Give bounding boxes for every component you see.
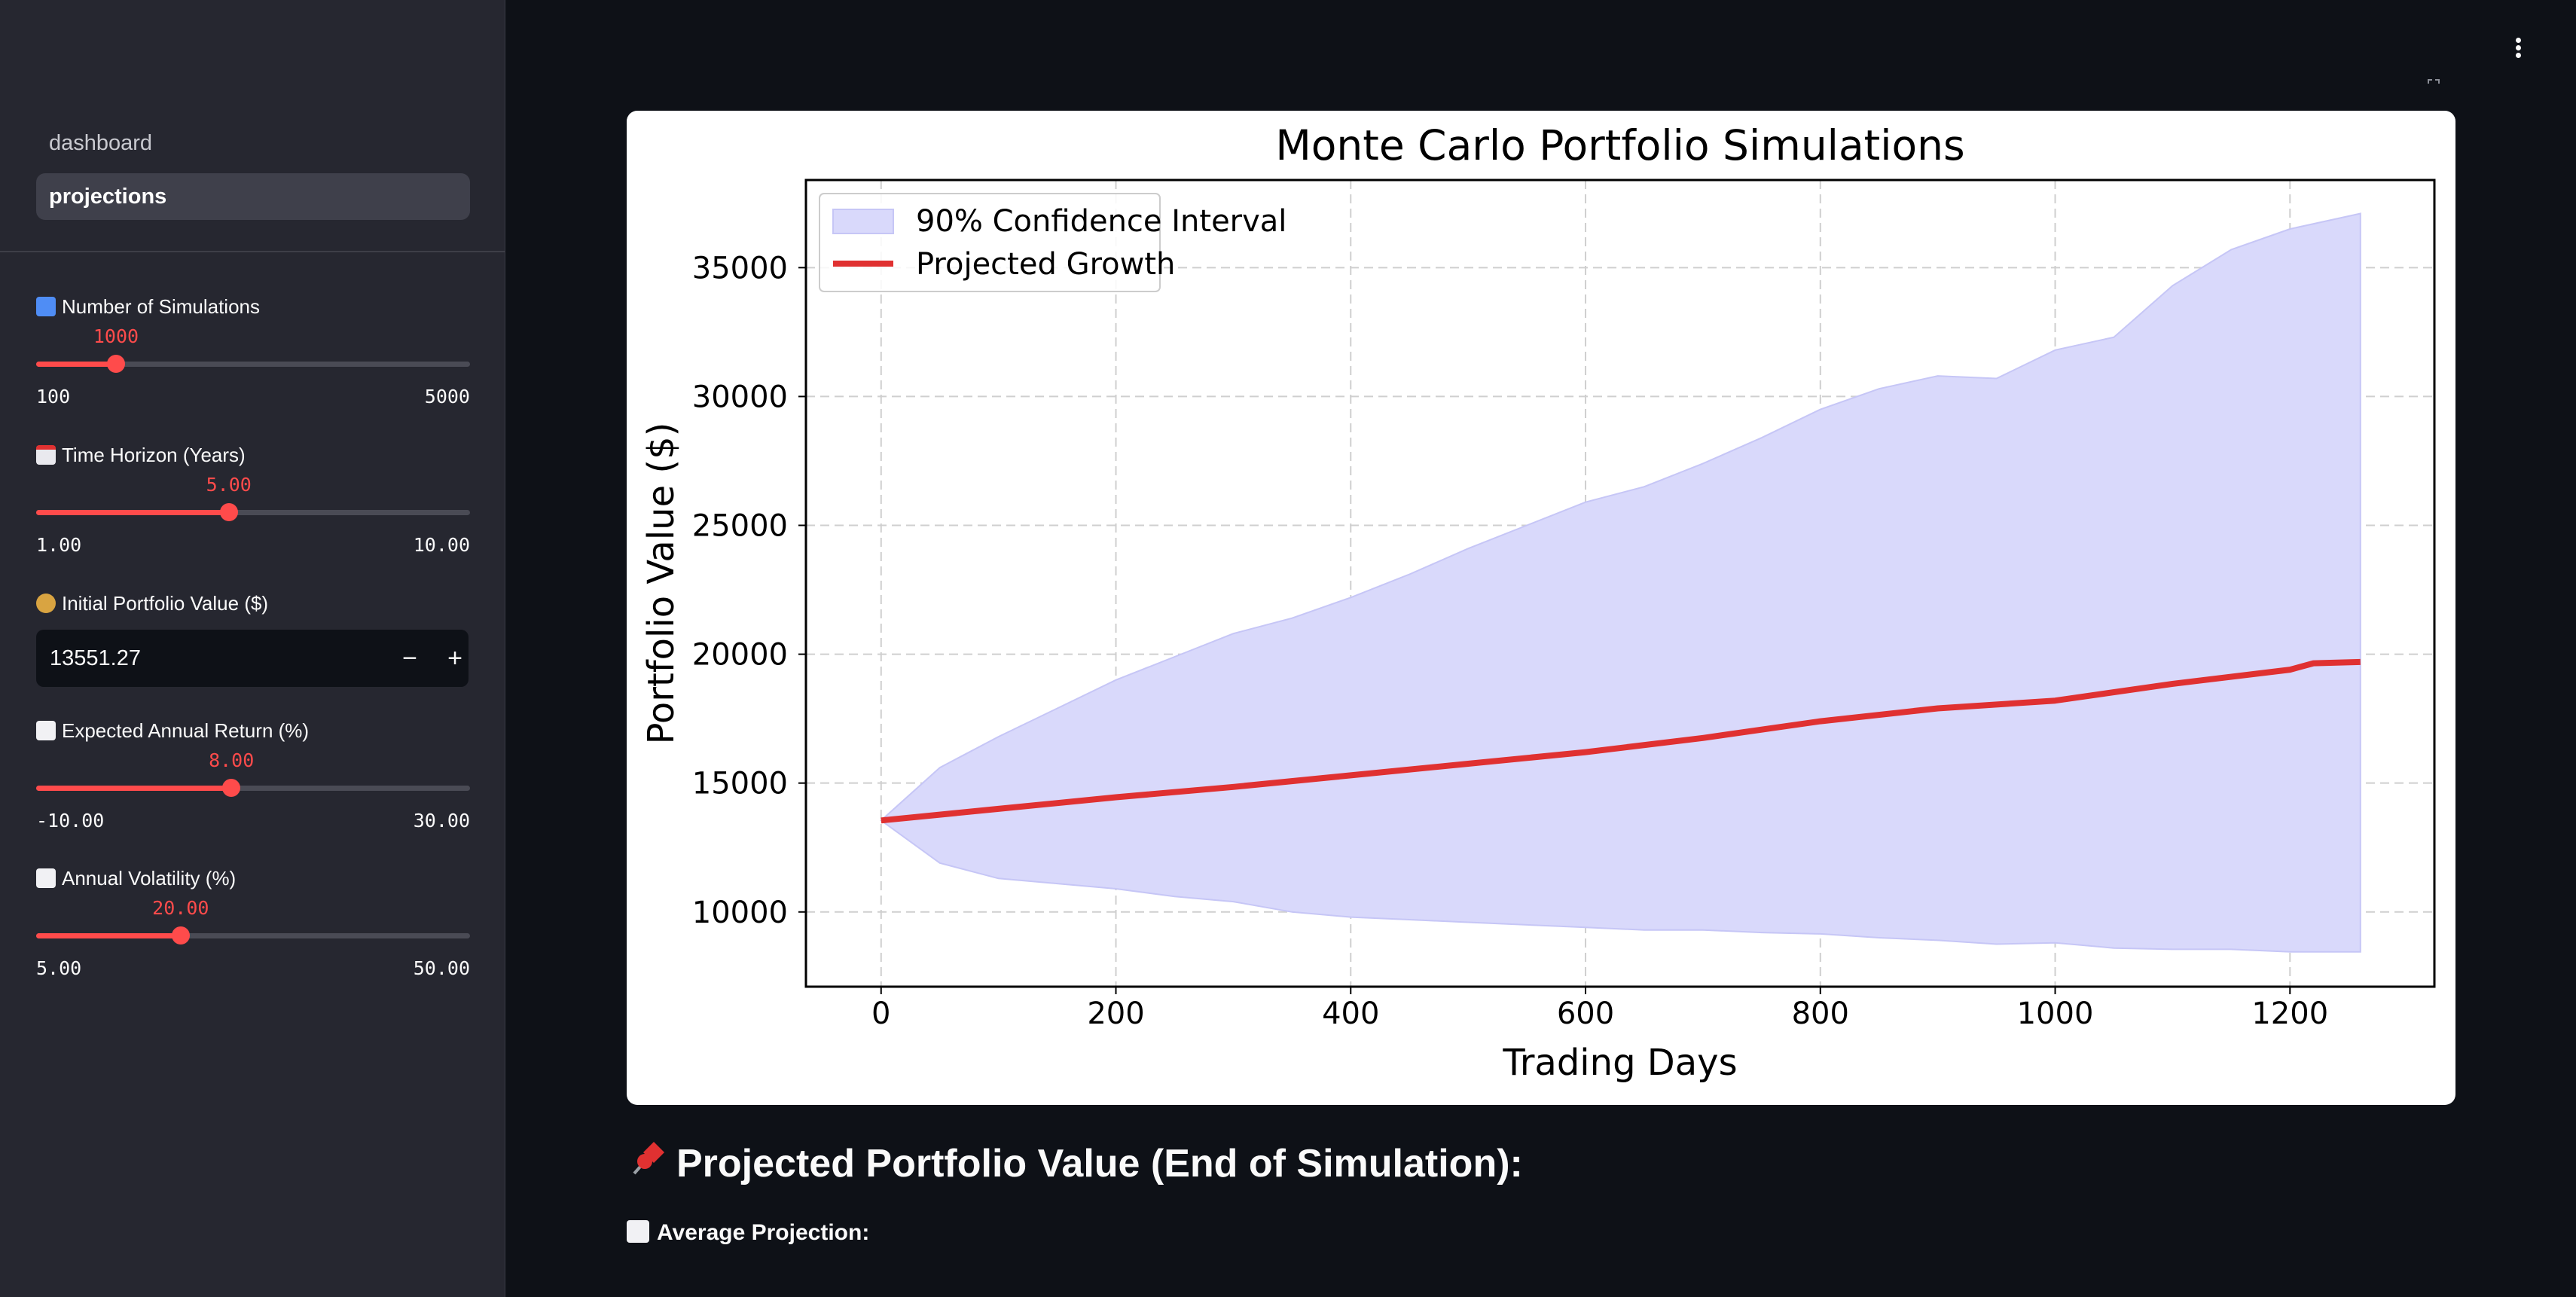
initial-value-label: Initial Portfolio Value ($) xyxy=(36,592,268,615)
slider-track[interactable] xyxy=(36,362,470,367)
projected-growth-line xyxy=(881,658,2361,824)
input-numbers-icon xyxy=(36,297,56,316)
main-menu-icon[interactable] xyxy=(2507,33,2529,63)
slider-fill xyxy=(36,510,229,515)
num-simulations-label-text: Number of Simulations xyxy=(62,295,260,318)
num-simulations-slider[interactable]: 1000 100 5000 xyxy=(36,325,470,410)
time-horizon-label-text: Time Horizon (Years) xyxy=(62,444,246,466)
x-tick-label: 800 xyxy=(1792,996,1849,1031)
legend-label-line: Projected Growth xyxy=(916,247,1175,282)
slider-value: 1000 xyxy=(93,325,139,347)
slider-thumb[interactable] xyxy=(171,926,190,945)
slider-min: -10.00 xyxy=(36,810,105,832)
y-tick-label: 35000 xyxy=(692,251,788,285)
slider-fill xyxy=(36,362,116,367)
slider-fill xyxy=(36,786,232,791)
x-tick-label: 400 xyxy=(1322,996,1379,1031)
slider-thumb[interactable] xyxy=(222,779,241,797)
expected-return-label-text: Expected Annual Return (%) xyxy=(62,719,310,742)
slider-track[interactable] xyxy=(36,933,470,938)
y-tick-label: 25000 xyxy=(692,509,788,544)
increment-button[interactable]: + xyxy=(447,644,462,673)
bar-chart-icon xyxy=(36,868,56,888)
legend-swatch-band xyxy=(832,209,894,234)
axes-frame xyxy=(804,179,2436,988)
initial-value-input[interactable]: 13551.27 − + xyxy=(36,630,469,687)
y-tick-label: 15000 xyxy=(692,767,788,801)
volatility-slider[interactable]: 20.00 5.00 50.00 xyxy=(36,897,470,981)
initial-value-text[interactable]: 13551.27 xyxy=(50,646,141,670)
volatility-label: Annual Volatility (%) xyxy=(36,867,236,890)
slider-track[interactable] xyxy=(36,786,470,791)
fullscreen-icon[interactable] xyxy=(2427,78,2440,92)
y-tick-label: 20000 xyxy=(692,638,788,673)
slider-max: 10.00 xyxy=(413,534,470,556)
money-bag-icon xyxy=(36,594,56,613)
sidebar-divider xyxy=(0,251,505,252)
pushpin-icon xyxy=(633,1142,664,1175)
legend-label-band: 90% Confidence Interval xyxy=(916,204,1286,239)
initial-value-label-text: Initial Portfolio Value ($) xyxy=(62,592,269,615)
slider-track[interactable] xyxy=(36,510,470,515)
volatility-label-text: Annual Volatility (%) xyxy=(62,867,237,890)
sidebar: dashboard projections Number of Simulati… xyxy=(0,0,505,1297)
result-heading: Projected Portfolio Value (End of Simula… xyxy=(627,1137,1523,1186)
x-tick-label: 1200 xyxy=(2251,996,2328,1031)
x-tick-label: 1000 xyxy=(2017,996,2094,1031)
time-horizon-label: Time Horizon (Years) xyxy=(36,444,246,467)
y-tick-label: 30000 xyxy=(692,380,788,414)
slider-min: 5.00 xyxy=(36,957,82,979)
slider-value: 5.00 xyxy=(206,474,252,496)
y-tick-label: 10000 xyxy=(692,896,788,930)
chart-increasing-icon xyxy=(36,721,56,740)
expected-return-slider[interactable]: 8.00 -10.00 30.00 xyxy=(36,749,470,834)
slider-max: 5000 xyxy=(424,386,470,407)
slider-max: 30.00 xyxy=(413,810,470,832)
x-tick-label: 600 xyxy=(1557,996,1614,1031)
x-tick-label: 0 xyxy=(871,996,890,1031)
calendar-icon xyxy=(36,445,56,465)
x-axis-label: Trading Days xyxy=(1502,1042,1737,1084)
confidence-band xyxy=(880,212,2361,953)
average-projection-label: Average Projection: xyxy=(627,1220,869,1246)
slider-thumb[interactable] xyxy=(219,503,238,521)
decrement-button[interactable]: − xyxy=(402,644,417,673)
slider-min: 100 xyxy=(36,386,71,407)
num-simulations-label: Number of Simulations xyxy=(36,295,260,319)
legend-box xyxy=(819,193,1161,292)
slider-min: 1.00 xyxy=(36,534,82,556)
monte-carlo-chart: 0 200 400 600 800 1000 1200 10000 15000 20000 2500… xyxy=(640,121,2436,1084)
average-projection-text: Average Projection: xyxy=(657,1220,870,1245)
slider-max: 50.00 xyxy=(413,957,470,979)
slider-thumb[interactable] xyxy=(106,355,125,373)
y-axis-label: Portfolio Value ($) xyxy=(640,423,682,745)
bar-chart-icon xyxy=(627,1220,649,1243)
chart-card: 0 200 400 600 800 1000 1200 10000 15000 20000 2500… xyxy=(627,111,2455,1105)
sidebar-item-dashboard[interactable]: dashboard xyxy=(49,131,153,155)
slider-value: 8.00 xyxy=(209,749,255,771)
time-horizon-slider[interactable]: 5.00 1.00 10.00 xyxy=(36,474,470,558)
x-tick-label: 200 xyxy=(1087,996,1144,1031)
slider-fill xyxy=(36,933,181,938)
result-heading-text: Projected Portfolio Value (End of Simula… xyxy=(676,1142,1523,1186)
slider-value: 20.00 xyxy=(152,897,209,919)
chart-title: Monte Carlo Portfolio Simulations xyxy=(1275,121,1964,169)
sidebar-item-projections[interactable]: projections xyxy=(36,173,470,220)
expected-return-label: Expected Annual Return (%) xyxy=(36,719,309,743)
